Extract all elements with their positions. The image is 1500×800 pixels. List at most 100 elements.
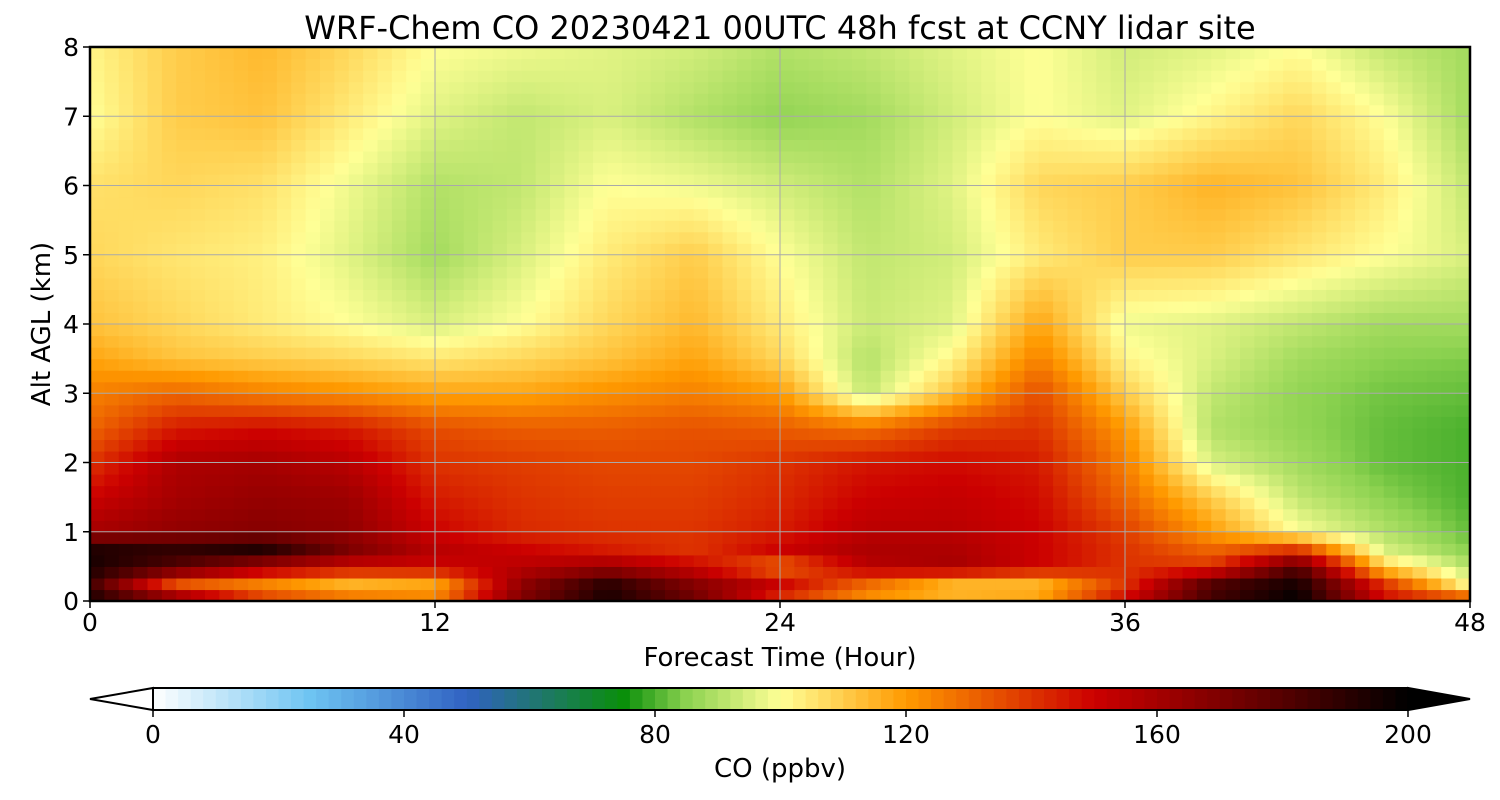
heatmap-cell <box>607 197 623 210</box>
heatmap-cell <box>176 277 192 290</box>
heatmap-cell <box>1441 243 1457 256</box>
heatmap-cell <box>233 220 249 233</box>
heatmap-cell <box>348 566 364 579</box>
heatmap-cell <box>1067 220 1083 233</box>
heatmap-cell <box>1254 404 1270 417</box>
heatmap-cell <box>578 231 594 244</box>
heatmap-cell <box>521 335 537 348</box>
heatmap-cell <box>1355 462 1370 475</box>
heatmap-cell <box>1268 347 1284 360</box>
heatmap-cell <box>133 312 149 325</box>
heatmap-cell <box>1153 554 1169 567</box>
heatmap-cell <box>276 404 292 417</box>
heatmap-cell <box>506 70 522 83</box>
heatmap-cell <box>650 508 666 521</box>
heatmap-cell <box>1455 531 1470 544</box>
heatmap-cell <box>1024 416 1040 429</box>
heatmap-cell <box>1311 208 1327 221</box>
heatmap-cell <box>1326 277 1342 290</box>
heatmap-cell <box>233 531 249 544</box>
heatmap-cell <box>435 497 450 510</box>
heatmap-cell <box>794 450 810 464</box>
heatmap-cell <box>348 520 364 533</box>
heatmap-cell <box>1240 81 1255 94</box>
x-tick-label: 0 <box>82 608 98 637</box>
heatmap-cell <box>1426 474 1442 487</box>
heatmap-cell <box>262 93 278 106</box>
colorbar-max-extension <box>1407 686 1471 712</box>
heatmap-cell <box>1254 162 1270 175</box>
heatmap-cell <box>1326 93 1342 106</box>
heatmap-cell <box>1283 197 1299 210</box>
heatmap-cell <box>751 427 767 441</box>
heatmap-cell <box>320 520 335 533</box>
heatmap-cell <box>291 520 307 533</box>
heatmap-cell <box>521 243 537 256</box>
heatmap-cell <box>1254 197 1270 210</box>
heatmap-cell <box>1297 70 1313 83</box>
heatmap-cell <box>966 335 982 348</box>
heatmap-cell <box>780 104 795 117</box>
heatmap-cell <box>1211 208 1227 221</box>
heatmap-cell <box>391 300 407 314</box>
heatmap-cell <box>909 104 925 117</box>
heatmap-cell <box>1240 47 1255 60</box>
heatmap-cell <box>1369 497 1385 510</box>
heatmap-cell <box>161 197 177 210</box>
heatmap-cell <box>1340 197 1356 210</box>
heatmap-cell <box>262 589 278 601</box>
heatmap-cell <box>1326 58 1342 71</box>
heatmap-cell <box>1182 347 1198 360</box>
heatmap-cell <box>1340 393 1356 406</box>
heatmap-cell <box>320 93 335 106</box>
heatmap-cell <box>90 497 105 510</box>
colorbar-segment <box>542 688 556 710</box>
heatmap-cell <box>578 577 594 591</box>
heatmap-cell <box>348 324 364 337</box>
colorbar-segment <box>1056 688 1070 710</box>
heatmap-cell <box>650 404 666 417</box>
heatmap-cell <box>1240 531 1255 544</box>
heatmap-cell <box>449 300 465 314</box>
heatmap-cell <box>794 462 810 475</box>
heatmap-cell <box>1096 312 1112 325</box>
heatmap-cell <box>334 427 350 441</box>
heatmap-cell <box>995 312 1011 325</box>
heatmap-cell <box>1455 231 1470 244</box>
heatmap-cell <box>1139 266 1155 279</box>
heatmap-cell <box>492 370 508 383</box>
heatmap-cell <box>966 104 982 117</box>
heatmap-cell <box>406 173 422 187</box>
heatmap-cell <box>506 185 522 198</box>
heatmap-cell <box>1225 266 1241 279</box>
heatmap-cell <box>837 439 853 452</box>
heatmap-cell <box>823 254 839 267</box>
heatmap-cell <box>1125 497 1140 510</box>
heatmap-cell <box>823 208 839 221</box>
heatmap-cell <box>1297 150 1313 164</box>
heatmap-cell <box>363 404 379 417</box>
heatmap-cell <box>348 474 364 487</box>
heatmap-cell <box>1211 324 1227 337</box>
heatmap-cell <box>550 324 565 337</box>
heatmap-cell <box>1010 439 1025 452</box>
heatmap-cell <box>1038 289 1054 302</box>
heatmap-cell <box>1067 520 1083 533</box>
heatmap-cell <box>1254 462 1270 475</box>
heatmap-cell <box>147 381 163 394</box>
heatmap-cell <box>161 58 177 71</box>
heatmap-cell <box>895 508 910 521</box>
heatmap-cell <box>679 220 695 233</box>
heatmap-cell <box>1297 173 1313 187</box>
heatmap-cell <box>966 312 982 325</box>
heatmap-cell <box>1441 450 1457 464</box>
heatmap-cell <box>435 393 450 406</box>
heatmap-cell <box>636 81 652 94</box>
heatmap-cell <box>1398 208 1414 221</box>
heatmap-cell <box>981 58 997 71</box>
heatmap-cell <box>866 266 882 279</box>
heatmap-cell <box>1398 439 1414 452</box>
heatmap-cell <box>1441 370 1457 383</box>
heatmap-cell <box>205 531 220 544</box>
heatmap-cell <box>1383 150 1399 164</box>
